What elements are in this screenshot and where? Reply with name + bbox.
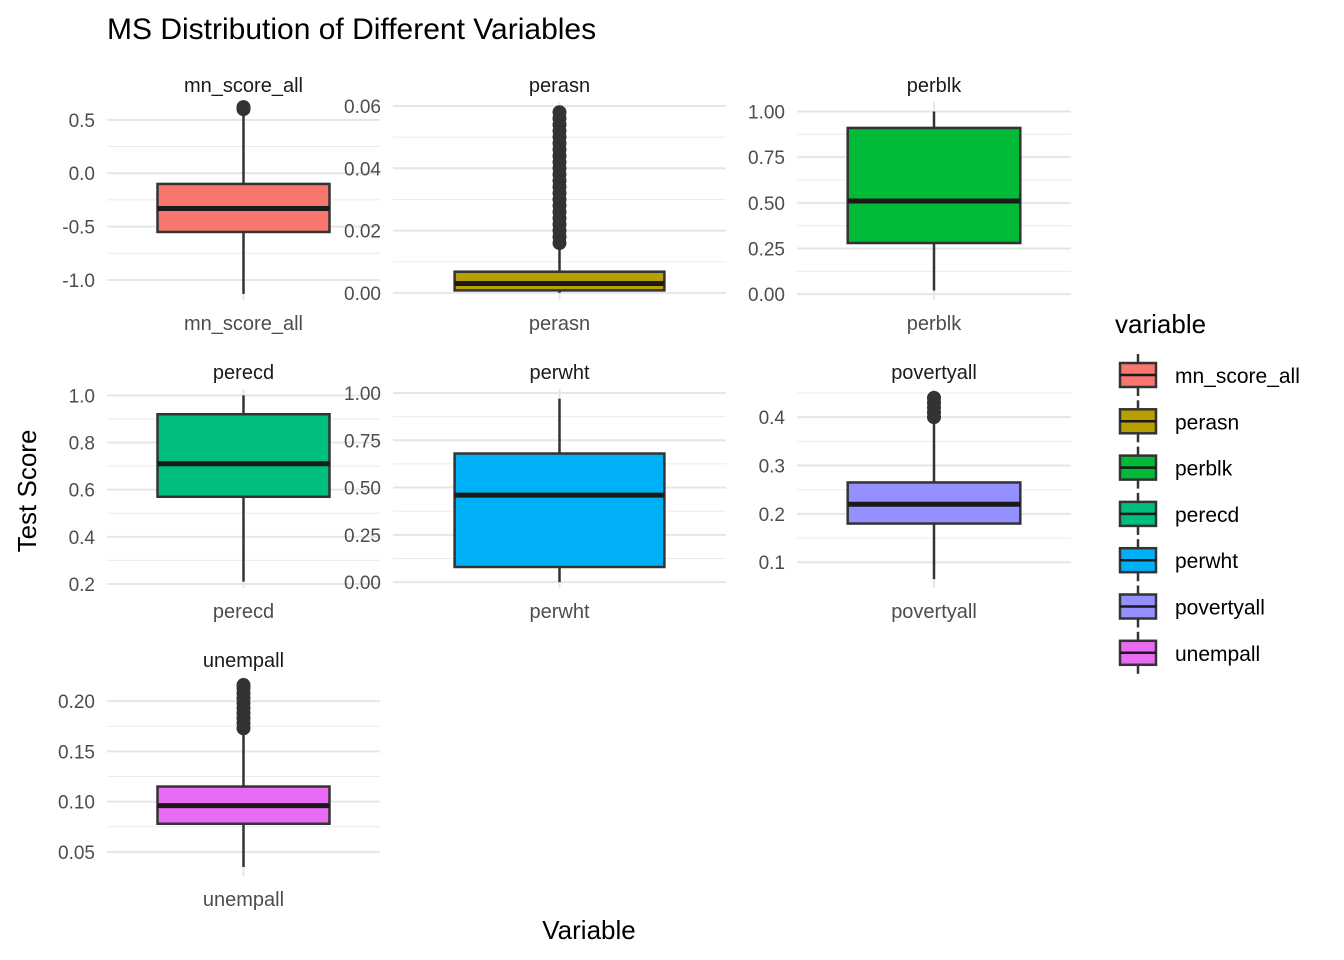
y-axis-title: Test Score xyxy=(12,430,42,553)
legend-item-perasn: perasn xyxy=(1118,400,1239,443)
y-tick-label: 0.15 xyxy=(58,742,95,763)
y-tick-label: 0.04 xyxy=(344,159,381,180)
legend-item-perblk: perblk xyxy=(1118,446,1233,489)
legend-label: povertyall xyxy=(1175,597,1265,620)
legend-label: unempall xyxy=(1175,643,1260,666)
box-iqr xyxy=(846,126,1022,245)
y-tick-label: 0.2 xyxy=(69,575,95,596)
panel-strip-title: mn_score_all xyxy=(184,75,303,97)
panel-mn_score_all: -1.0 -0.5 0.0 0.5 mn_score_all mn_score_all xyxy=(62,75,380,335)
y-tick-label: 0.5 xyxy=(69,111,95,132)
legend-title: variable xyxy=(1115,309,1206,339)
panel-unempall: 0.05 0.10 0.15 0.20 unempall unempall xyxy=(58,650,380,911)
panel-perblk: 0.00 0.25 0.50 0.75 1.00 perblk perblk xyxy=(748,75,1071,335)
box-iqr xyxy=(156,412,331,499)
panel-strip-title: perblk xyxy=(907,75,962,97)
x-tick-label: perasn xyxy=(529,313,590,335)
y-tick-label: 0.1 xyxy=(759,553,785,574)
y-tick-label: 0.75 xyxy=(344,431,381,452)
y-tick-label: 0.0 xyxy=(69,164,95,185)
legend-label: perasn xyxy=(1175,411,1239,434)
x-tick-label: perecd xyxy=(213,601,274,623)
y-tick-label: 0.05 xyxy=(58,843,95,864)
legend-item-unempall: unempall xyxy=(1118,631,1260,674)
panel-perecd: 0.2 0.4 0.6 0.8 1.0 perecd perecd xyxy=(69,362,380,623)
y-tick-label: 0.10 xyxy=(58,793,95,814)
panel-perwht: 0.00 0.25 0.50 0.75 1.00 perwht perwht xyxy=(344,362,726,623)
y-tick-label: 0.8 xyxy=(69,434,95,455)
y-tick-label: 1.00 xyxy=(344,384,381,405)
legend-item-perwht: perwht xyxy=(1118,539,1238,582)
y-tick-label: 0.50 xyxy=(748,194,785,215)
y-tick-label: 0.6 xyxy=(69,481,95,502)
legend-label: perwht xyxy=(1175,550,1238,573)
outlier-point xyxy=(552,105,567,120)
chart-title: MS Distribution of Different Variables xyxy=(107,13,596,46)
y-tick-label: 1.00 xyxy=(748,102,785,123)
y-tick-label: 0.00 xyxy=(344,284,381,305)
y-tick-label: 0.3 xyxy=(759,457,785,478)
y-tick-label: 0.50 xyxy=(344,479,381,500)
y-tick-label: -0.5 xyxy=(62,218,95,239)
legend-label: mn_score_all xyxy=(1175,365,1300,388)
outlier-point xyxy=(236,678,251,693)
legend-item-perecd: perecd xyxy=(1118,492,1239,535)
y-tick-label: 0.75 xyxy=(748,148,785,169)
panel-strip-title: povertyall xyxy=(891,362,977,384)
y-tick-label: 0.00 xyxy=(344,573,381,594)
legend-item-mn_score_all: mn_score_all xyxy=(1118,354,1300,396)
legend-label: perecd xyxy=(1175,504,1239,527)
outlier-point xyxy=(236,100,251,115)
y-tick-label: 0.06 xyxy=(344,97,381,118)
x-tick-label: povertyall xyxy=(891,601,977,623)
panel-strip-title: perwht xyxy=(529,362,589,384)
outlier-point xyxy=(927,390,941,405)
x-tick-label: unempall xyxy=(203,889,284,911)
y-tick-label: 0.00 xyxy=(748,285,785,306)
facet-panels: -1.0 -0.5 0.0 0.5 mn_score_all mn_score_all 0.… xyxy=(58,75,1071,911)
y-tick-label: 0.25 xyxy=(748,240,785,261)
y-tick-label: 0.4 xyxy=(69,528,96,549)
y-tick-label: 0.2 xyxy=(759,505,785,526)
y-tick-label: 0.25 xyxy=(344,526,381,547)
x-tick-label: perblk xyxy=(907,313,962,335)
panel-povertyall: 0.1 0.2 0.3 0.4 povertyall povertyall xyxy=(759,362,1071,623)
x-axis-title: Variable xyxy=(542,915,635,945)
legend-item-povertyall: povertyall xyxy=(1118,585,1265,628)
panel-strip-title: unempall xyxy=(203,650,284,672)
y-tick-label: -1.0 xyxy=(62,271,95,292)
x-tick-label: mn_score_all xyxy=(184,313,303,335)
panel-strip-title: perecd xyxy=(213,362,274,384)
y-tick-label: 0.20 xyxy=(58,692,95,713)
y-tick-label: 1.0 xyxy=(69,386,95,407)
y-tick-label: 0.4 xyxy=(759,408,786,429)
legend-label: perblk xyxy=(1175,458,1233,481)
y-tick-label: 0.02 xyxy=(344,222,381,243)
x-tick-label: perwht xyxy=(529,601,589,623)
panel-strip-title: perasn xyxy=(529,75,590,97)
box-iqr xyxy=(453,452,666,569)
panel-perasn: 0.00 0.02 0.04 0.06 perasn perasn xyxy=(344,75,726,335)
